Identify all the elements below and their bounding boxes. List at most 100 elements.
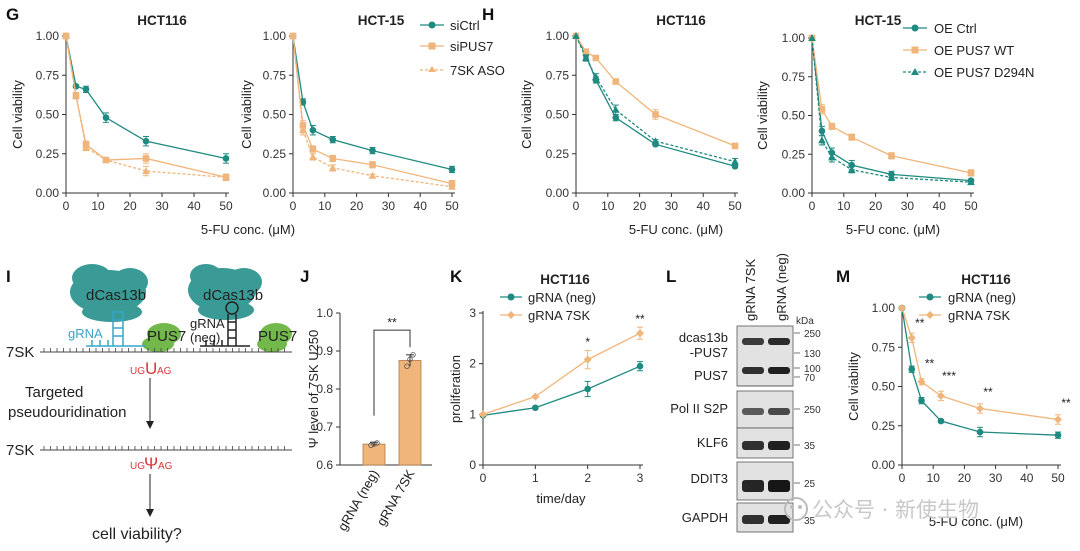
- blot-band: [768, 338, 790, 345]
- y-axis-label: Cell viability: [10, 80, 25, 149]
- data-point: [636, 329, 644, 338]
- data-point: [918, 397, 925, 404]
- grna-hairpin-2: [200, 301, 250, 347]
- mod-before-suffix: AG: [157, 366, 172, 377]
- legend-g-item-1: siCtrl: [420, 18, 480, 33]
- marker-label: 130: [804, 349, 821, 360]
- data-point: [142, 155, 150, 162]
- x-tick-label: 0: [809, 199, 816, 213]
- legend-k: gRNA (neg) gRNA 7SK: [500, 290, 596, 323]
- mod-before-site: U: [145, 359, 157, 378]
- pus7-protein-2: [257, 323, 292, 352]
- marker-label: 25: [804, 479, 816, 490]
- marker-label: 100: [804, 364, 821, 375]
- series-line: [811, 37, 972, 183]
- y-tick-label: 0.75: [782, 70, 806, 84]
- marker-label: 35: [804, 441, 816, 452]
- x-tick-label: 10: [91, 199, 105, 213]
- data-point: [976, 404, 984, 413]
- marker-label: 250: [804, 405, 821, 416]
- blot-band: [742, 441, 764, 450]
- y-tick-label: 1.00: [782, 31, 806, 45]
- data-point: [309, 152, 317, 160]
- data-point: [328, 163, 337, 171]
- y-tick-label: 1.00: [872, 301, 896, 315]
- legend-h-label-1: OE Ctrl: [934, 21, 977, 36]
- x-tick-label: 10: [927, 471, 941, 485]
- x-tick-label: 20: [958, 471, 972, 485]
- x-tick-label: 20: [350, 199, 364, 213]
- bar: [362, 443, 386, 466]
- western-blot-l: gRNA 7SK gRNA (neg) kDa dcas13b-PUS7 250 1…: [670, 253, 821, 533]
- marker-label: 35: [804, 516, 816, 527]
- y-tick-label: 2: [469, 357, 476, 371]
- y-tick-label: 0.50: [872, 380, 896, 394]
- legend-g-label-3: 7SK ASO: [450, 63, 505, 78]
- data-point: [818, 106, 826, 113]
- mod-before-prefix: UG: [130, 366, 145, 377]
- y-tick-label: 0.25: [36, 147, 60, 161]
- blot-band: [742, 515, 764, 524]
- data-point: [142, 137, 150, 145]
- y-tick-label: 0.9: [316, 344, 333, 358]
- x-axis-label: 5-FU conc. (μM): [629, 222, 723, 237]
- data-point: [828, 123, 836, 130]
- blot-band: [768, 480, 790, 492]
- blot-label: Pol II S2P: [670, 401, 728, 416]
- legend-h: OE Ctrl OE PUS7 WT OE PUS7 D294N: [903, 21, 1034, 80]
- y-axis-label: Cell viability: [755, 81, 770, 150]
- x-tick-label: 40: [414, 199, 428, 213]
- data-point: [611, 105, 620, 113]
- x-tick-label: 1: [532, 471, 539, 485]
- series-line: [482, 365, 641, 416]
- mod-after-prefix: UG: [130, 461, 145, 472]
- significance-label: **: [387, 315, 397, 329]
- data-point: [82, 86, 90, 93]
- y-tick-label: 1.0: [316, 306, 333, 320]
- blot-label: KLF6: [697, 435, 728, 450]
- data-point: [448, 166, 456, 173]
- legend-h-item-3: OE PUS7 D294N: [903, 65, 1034, 80]
- significance-label: **: [925, 357, 935, 371]
- data-point: [62, 32, 70, 39]
- arrow-2-head: [146, 509, 154, 517]
- chart-m-viability: 0.00 0.25 0.50 0.75 1.00 0 10 20 30 40 50 HCT116 5-F…: [846, 272, 1071, 529]
- series-line: [65, 35, 227, 178]
- chart-title: HCT116: [137, 13, 187, 28]
- data-point: [404, 363, 410, 369]
- blot-band: [768, 367, 790, 374]
- y-tick-label: 0.25: [782, 147, 806, 161]
- x-tick-label: 2: [584, 471, 591, 485]
- chart-h-hct15: 0.00 0.25 0.50 0.75 1.00 0 10 20 30 40 50 HCT-15 5-F…: [755, 13, 978, 237]
- chart-g-hct15: 0.00 0.25 0.50 0.75 1.00 0 10 20 30 40 50 HCT-15 Cel…: [239, 13, 459, 213]
- dcas13b-label-1: dCas13b: [86, 287, 146, 304]
- blot-label: -PUS7: [690, 345, 728, 360]
- y-tick-label: 0.50: [546, 108, 570, 122]
- dcas13b-label-2: dCas13b: [203, 287, 263, 304]
- y-tick-label: 1.00: [36, 29, 60, 43]
- marker-label: 70: [804, 373, 816, 384]
- y-tick-label: 1.00: [263, 29, 287, 43]
- blot-band: [742, 480, 764, 492]
- panel-letter-m: M: [836, 267, 850, 286]
- y-tick-label: 3: [469, 306, 476, 320]
- significance-label: **: [915, 316, 925, 330]
- significance-label: **: [983, 385, 993, 399]
- x-tick-label: 0: [899, 471, 906, 485]
- mod-after-site: Ψ: [144, 454, 158, 473]
- data-point: [967, 178, 975, 186]
- y-tick-label: 0: [469, 458, 476, 472]
- data-point: [651, 137, 660, 145]
- arrow-1-head: [146, 421, 154, 429]
- significance-label: *: [585, 335, 590, 349]
- data-point: [888, 152, 895, 160]
- x-tick-label: 40: [187, 199, 201, 213]
- chart-j-bar: 0.6 0.7 0.8 0.9 1.0 Ψ level of 7SK U250 gRNA (…: [306, 306, 432, 533]
- x-tick-label: 0: [290, 199, 297, 213]
- data-point: [142, 167, 150, 175]
- x-axis-label: 5-FU conc. (μM): [201, 222, 295, 237]
- blot-band: [742, 408, 764, 415]
- x-tick-label: 0: [63, 199, 70, 213]
- x-tick-label: 50: [964, 199, 978, 213]
